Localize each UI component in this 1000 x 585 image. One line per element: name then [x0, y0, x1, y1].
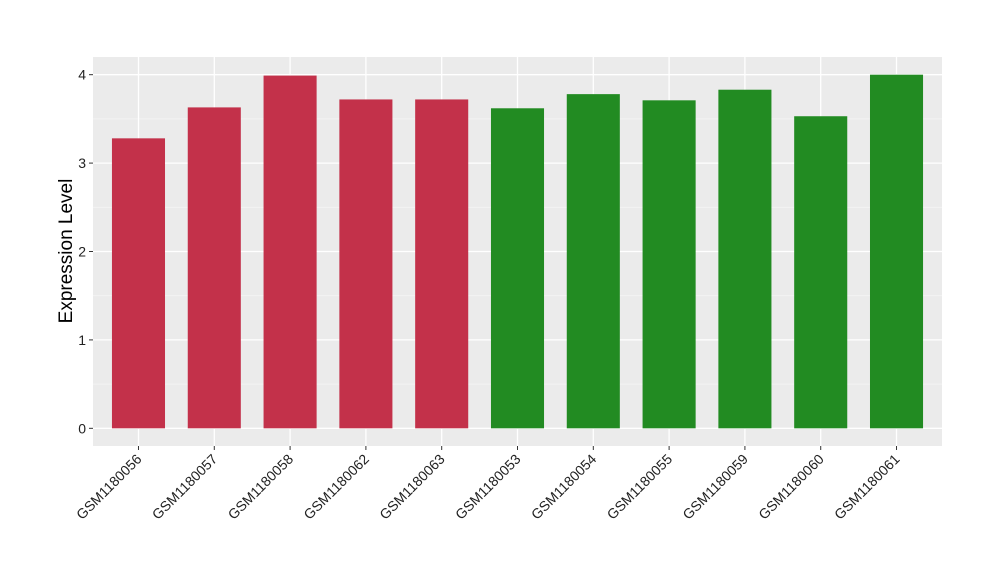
x-tick-label: GSM1180058 — [225, 451, 297, 523]
bar-GSM1180059 — [718, 89, 772, 429]
bar-GSM1180058 — [263, 75, 317, 429]
x-tick-label: GSM1180061 — [831, 451, 903, 523]
y-tick-label: 0 — [78, 420, 86, 436]
x-tick-label: GSM1180055 — [604, 451, 676, 523]
x-tick-label: GSM1180056 — [73, 451, 145, 523]
bar-GSM1180055 — [642, 100, 696, 429]
y-tick-label: 3 — [78, 155, 86, 171]
y-axis-label: Expression Level — [56, 179, 77, 324]
y-tick-label: 4 — [78, 67, 86, 83]
x-tick-label: GSM1180063 — [376, 451, 448, 523]
bar-GSM1180061 — [869, 74, 924, 429]
x-tick-label: GSM1180060 — [755, 451, 827, 523]
x-tick-label: GSM1180059 — [679, 451, 751, 523]
bar-GSM1180054 — [566, 94, 620, 429]
x-tick-label: GSM1180062 — [300, 451, 372, 523]
bar-GSM1180060 — [794, 116, 848, 429]
x-tick-label: GSM1180053 — [452, 451, 524, 523]
bar-GSM1180053 — [490, 108, 545, 429]
bar-GSM1180056 — [111, 138, 166, 429]
bar-GSM1180057 — [187, 107, 241, 429]
x-tick-label: GSM1180054 — [528, 451, 600, 523]
x-tick-label: GSM1180057 — [149, 451, 221, 523]
bar-GSM1180063 — [415, 99, 469, 429]
y-tick-label: 1 — [78, 332, 86, 348]
y-tick-label: 2 — [78, 244, 86, 260]
bar-GSM1180062 — [339, 99, 393, 429]
